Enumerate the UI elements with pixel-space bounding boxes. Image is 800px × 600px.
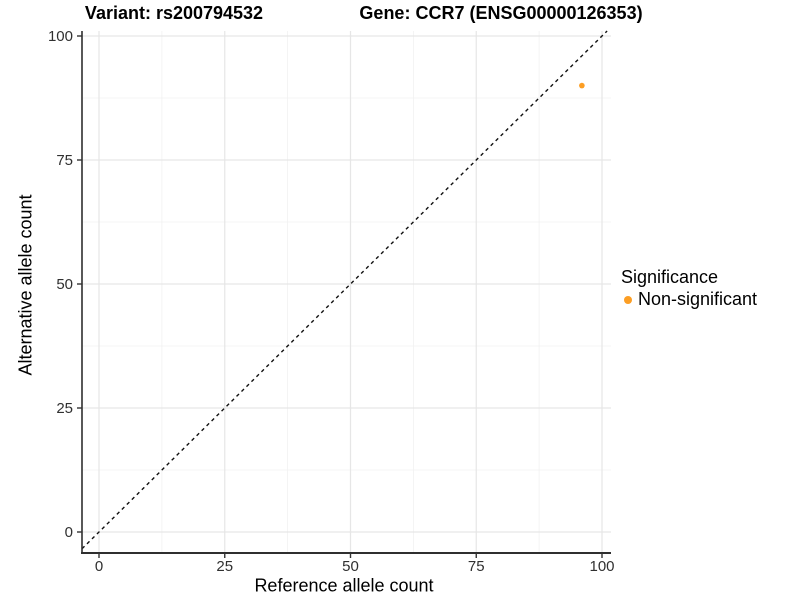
- legend-entry-non-significant: Non-significant: [621, 289, 757, 310]
- y-axis-label: Alternative allele count: [15, 194, 36, 376]
- plot-title-gene: Gene: CCR7 (ENSG00000126353): [359, 3, 643, 23]
- svg-text:100: 100: [589, 558, 614, 575]
- x-axis-label: Reference allele count: [254, 575, 434, 596]
- svg-text:0: 0: [95, 558, 103, 575]
- legend: Significance Non-significant: [621, 267, 757, 310]
- svg-text:25: 25: [56, 400, 73, 417]
- svg-text:75: 75: [468, 558, 485, 575]
- legend-title: Significance: [621, 267, 719, 287]
- svg-text:50: 50: [342, 558, 359, 575]
- svg-text:25: 25: [216, 558, 233, 575]
- svg-text:100: 100: [48, 28, 73, 45]
- legend-point-swatch-icon: [624, 295, 632, 304]
- svg-text:0: 0: [65, 524, 73, 541]
- legend-entry-label: Non-significant: [638, 289, 758, 309]
- svg-text:50: 50: [56, 276, 73, 293]
- plot-title-variant: Variant: rs200794532: [84, 3, 264, 23]
- svg-text:75: 75: [56, 152, 73, 169]
